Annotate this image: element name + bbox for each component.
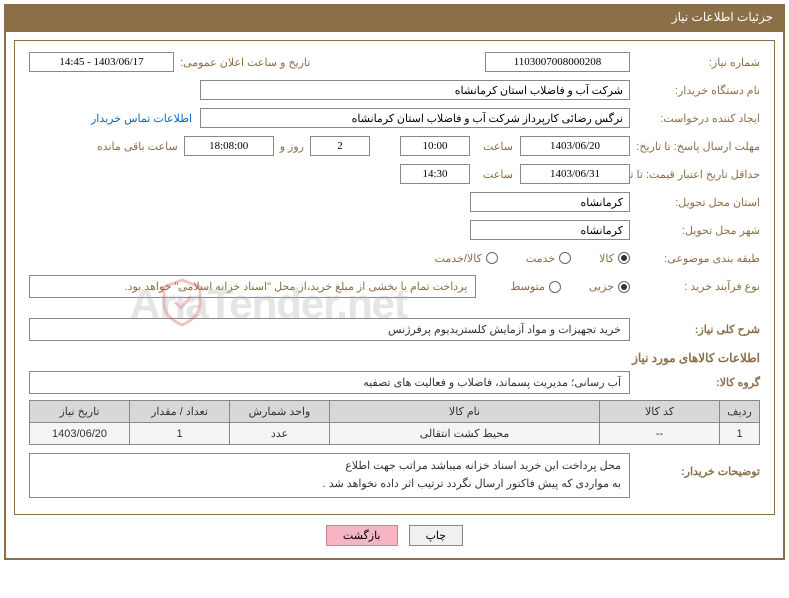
category-radio-group: کالا خدمت کالا/خدمت: [411, 252, 630, 265]
buyer-org-label: نام دستگاه خریدار:: [630, 84, 760, 97]
table-cell: 1: [130, 423, 230, 445]
category-radio-2[interactable]: کالا/خدمت: [429, 252, 498, 265]
table-header: واحد شمارش: [230, 401, 330, 423]
delivery-province-label: استان محل تحویل:: [630, 196, 760, 209]
process-radio-group: جزیی متوسط: [486, 280, 630, 293]
process-note: پرداخت تمام یا بخشی از مبلغ خرید،از محل …: [29, 275, 476, 298]
delivery-city-field[interactable]: [470, 220, 630, 240]
goods-group-label: گروه کالا:: [630, 376, 760, 389]
need-number-field[interactable]: [485, 52, 630, 72]
table-cell: محیط کشت انتقالی: [330, 423, 600, 445]
validity-date-field[interactable]: [520, 164, 630, 184]
deadline-label: مهلت ارسال پاسخ: تا تاریخ:: [630, 140, 760, 153]
validity-label: حداقل تاریخ اعتبار قیمت: تا تاریخ:: [630, 168, 760, 181]
table-cell: عدد: [230, 423, 330, 445]
goods-section-heading: اطلاعات کالاهای مورد نیاز: [29, 351, 760, 365]
table-header: تعداد / مقدار: [130, 401, 230, 423]
panel-title: جزئیات اطلاعات نیاز: [4, 4, 785, 30]
process-radio-0[interactable]: جزیی: [583, 280, 630, 293]
print-button[interactable]: چاپ: [409, 525, 464, 546]
table-header: کد کالا: [600, 401, 720, 423]
radio-label: کالا/خدمت: [429, 252, 482, 265]
validity-time-field[interactable]: [400, 164, 470, 184]
table-header: تاریخ نیاز: [30, 401, 130, 423]
deadline-time-field[interactable]: [400, 136, 470, 156]
table-header: ردیف: [720, 401, 760, 423]
radio-label: خدمت: [520, 252, 555, 265]
radio-label: کالا: [593, 252, 614, 265]
delivery-city-label: شهر محل تحویل:: [630, 224, 760, 237]
remaining-time-field[interactable]: [184, 136, 274, 156]
table-row: 1--محیط کشت انتقالیعدد11403/06/20: [30, 423, 760, 445]
buyer-notes-line1: محل پرداخت این خرید اسناد خزانه میباشد م…: [38, 458, 621, 476]
announce-datetime-label: تاریخ و ساعت اعلان عمومی:: [174, 56, 310, 69]
buyer-notes-line2: به مواردی که پیش فاکتور ارسال نگردد ترتی…: [38, 476, 621, 494]
category-radio-0[interactable]: کالا: [593, 252, 630, 265]
radio-icon: [618, 252, 630, 264]
validity-time-label: ساعت: [470, 168, 520, 181]
desc-label: شرح کلی نیاز:: [630, 323, 760, 336]
deadline-time-label: ساعت: [470, 140, 520, 153]
requester-label: ایجاد کننده درخواست:: [630, 112, 760, 125]
goods-group-field: آب رسانی؛ مدیریت پسماند، فاضلاب و فعالیت…: [29, 371, 630, 394]
deadline-date-field[interactable]: [520, 136, 630, 156]
radio-icon: [559, 252, 571, 264]
process-type-label: نوع فرآیند خرید :: [630, 280, 760, 293]
requester-field[interactable]: [200, 108, 630, 128]
radio-label: جزیی: [583, 280, 614, 293]
table-cell: 1403/06/20: [30, 423, 130, 445]
panel-body: شماره نیاز: تاریخ و ساعت اعلان عمومی: نا…: [4, 30, 785, 560]
button-row: چاپ بازگشت: [14, 515, 775, 550]
contact-link[interactable]: اطلاعات تماس خریدار: [91, 112, 192, 125]
category-label: طبقه بندی موضوعی:: [630, 252, 760, 265]
goods-table: ردیفکد کالانام کالاواحد شمارشتعداد / مقد…: [29, 400, 760, 445]
radio-label: متوسط: [504, 280, 545, 293]
form-container: شماره نیاز: تاریخ و ساعت اعلان عمومی: نا…: [14, 40, 775, 515]
radio-icon: [618, 281, 630, 293]
buyer-notes-field: محل پرداخت این خرید اسناد خزانه میباشد م…: [29, 453, 630, 498]
buyer-org-field[interactable]: [200, 80, 630, 100]
table-cell: 1: [720, 423, 760, 445]
days-and-label: روز و: [274, 140, 310, 153]
days-count-field[interactable]: [310, 136, 370, 156]
process-radio-1[interactable]: متوسط: [504, 280, 561, 293]
remaining-label: ساعت باقی مانده: [91, 140, 184, 153]
need-number-label: شماره نیاز:: [630, 56, 760, 69]
table-cell: --: [600, 423, 720, 445]
back-button[interactable]: بازگشت: [326, 525, 398, 546]
category-radio-1[interactable]: خدمت: [520, 252, 571, 265]
announce-datetime-field[interactable]: [29, 52, 174, 72]
desc-field: خرید تجهیزات و مواد آزمایش کلستریدیوم پر…: [29, 318, 630, 341]
buyer-notes-label: توضیحات خریدار:: [630, 453, 760, 478]
radio-icon: [486, 252, 498, 264]
table-header: نام کالا: [330, 401, 600, 423]
radio-icon: [549, 281, 561, 293]
delivery-province-field[interactable]: [470, 192, 630, 212]
